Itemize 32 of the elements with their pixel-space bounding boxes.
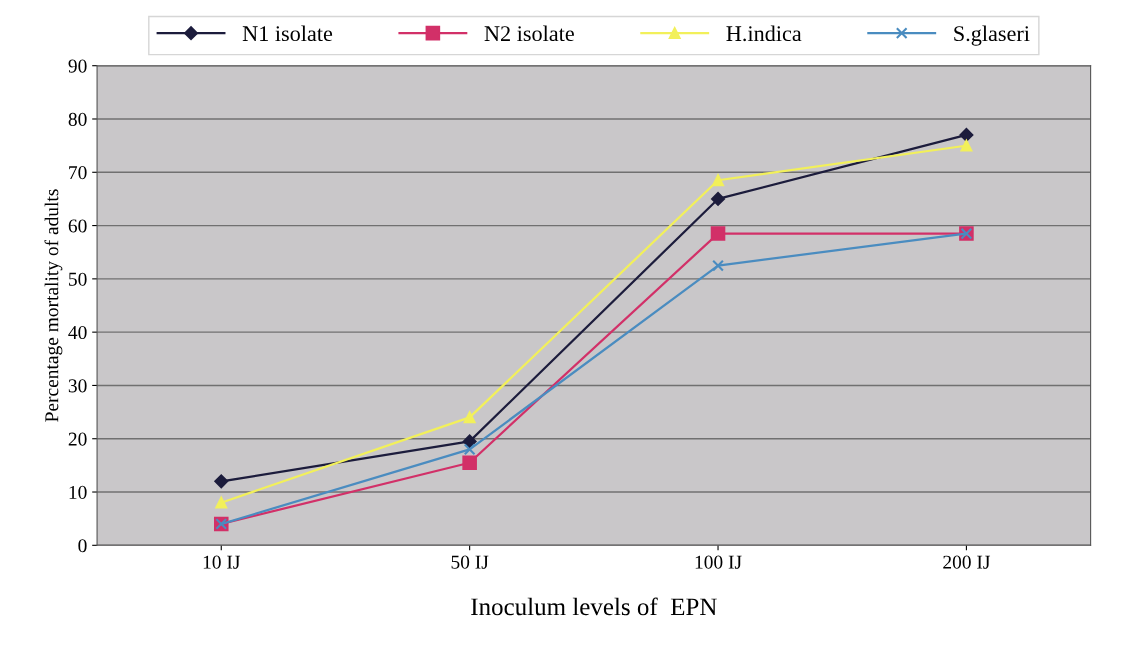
point <box>463 443 476 456</box>
legend-label: N2 isolate <box>484 25 574 42</box>
point <box>712 259 724 272</box>
y-tick-label: 60 <box>68 219 87 233</box>
y-tick-label: 80 <box>68 112 87 126</box>
point <box>214 474 229 489</box>
y-tick-label: 90 <box>68 59 87 73</box>
point <box>960 139 973 152</box>
point <box>463 411 476 424</box>
point <box>462 455 477 470</box>
point <box>959 128 974 142</box>
y-axis-title: Percentage mortality of adults <box>44 189 63 422</box>
x-tick-label: 100 IJ <box>695 555 742 569</box>
y-tick-label: 70 <box>69 166 87 180</box>
legend-label: S.glaseri <box>954 25 1030 46</box>
point <box>711 191 725 206</box>
x-tick-label: 10 IJ <box>203 555 241 569</box>
y-tick-label: 0 <box>78 539 87 553</box>
legend-label: N1 isolate <box>242 25 333 42</box>
x-axis-title: Inoculum levels of EPN <box>471 597 717 616</box>
point <box>712 174 724 187</box>
y-tick-label: 20 <box>68 432 87 446</box>
point <box>462 434 477 449</box>
legend-label: H.indica <box>726 25 802 42</box>
y-tick-label: 30 <box>68 379 87 393</box>
point <box>215 496 228 509</box>
x-tick-label: 200 IJ <box>943 555 991 569</box>
y-tick-label: 50 <box>69 272 87 286</box>
y-tick-label: 40 <box>68 325 87 340</box>
point <box>710 226 726 241</box>
y-tick-label: 10 <box>69 485 87 499</box>
x-tick-label: 50 IJ <box>451 555 489 569</box>
